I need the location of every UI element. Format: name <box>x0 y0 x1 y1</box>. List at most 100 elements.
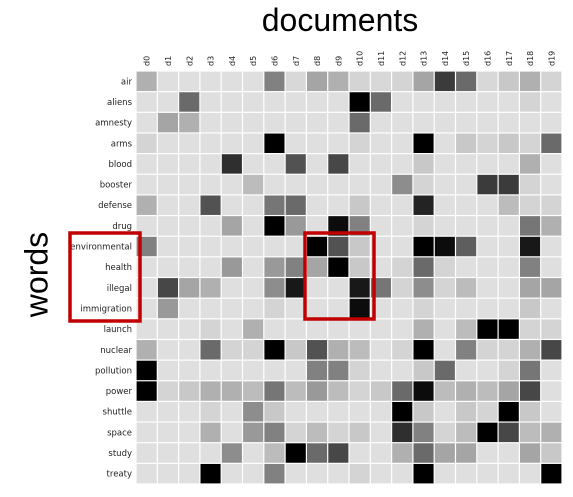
heatmap-cell-treaty-d8 <box>307 463 328 484</box>
heatmap-cell-treaty-d10 <box>349 463 370 484</box>
column-label-d13: d13 <box>420 51 429 66</box>
heatmap-cell-aliens-d3 <box>200 92 221 112</box>
heatmap-cell-amnesty-d16 <box>477 112 498 133</box>
heatmap-cell-immigration-d6 <box>264 298 285 319</box>
column-label-d15: d15 <box>462 51 471 66</box>
heatmap-cell-shuttle-d17 <box>498 402 519 422</box>
heatmap-cell-pollution-d0 <box>136 360 157 381</box>
heatmap-cell-health-d8 <box>307 257 328 277</box>
heatmap-cell-launch-d8 <box>307 319 328 339</box>
heatmap-cell-study-d8 <box>307 443 328 463</box>
heatmap-cell-power-d3 <box>200 381 221 401</box>
heatmap-cell-drug-d15 <box>456 216 477 236</box>
heatmap-cell-blood-d17 <box>498 154 519 174</box>
heatmap-cell-treaty-d15 <box>456 463 477 484</box>
heatmap-cell-immigration-d2 <box>179 298 200 319</box>
heatmap-cell-booster-d4 <box>221 174 242 195</box>
heatmap-cell-treaty-d19 <box>541 463 562 484</box>
heatmap-cell-illegal-d3 <box>200 278 221 298</box>
column-label-d1: d1 <box>164 56 173 66</box>
heatmap-cell-aliens-d6 <box>264 92 285 112</box>
heatmap-cell-space-d7 <box>285 422 306 443</box>
column-label-d5: d5 <box>249 56 258 66</box>
heatmap-cell-booster-d8 <box>307 174 328 195</box>
heatmap-cell-defense-d1 <box>157 195 178 215</box>
heatmap-cell-blood-d6 <box>264 154 285 174</box>
heatmap-cell-blood-d12 <box>392 154 413 174</box>
heatmap-cell-power-d6 <box>264 381 285 401</box>
heatmap-cell-space-d2 <box>179 422 200 443</box>
heatmap-cell-health-d4 <box>221 257 242 277</box>
heatmap-cell-pollution-d4 <box>221 360 242 381</box>
heatmap-cell-nuclear-d7 <box>285 340 306 360</box>
row-label-blood: blood <box>108 160 132 170</box>
heatmap-cell-amnesty-d5 <box>243 112 264 133</box>
row-label-air: air <box>121 77 133 87</box>
heatmap-cell-environmental-d5 <box>243 236 264 257</box>
heatmap-cell-drug-d17 <box>498 216 519 236</box>
heatmap-cell-shuttle-d19 <box>541 402 562 422</box>
row-label-study: study <box>108 449 132 459</box>
heatmap-cell-illegal-d16 <box>477 278 498 298</box>
heatmap-cell-power-d19 <box>541 381 562 401</box>
heatmap-cell-blood-d15 <box>456 154 477 174</box>
heatmap-cell-pollution-d2 <box>179 360 200 381</box>
heatmap-cell-drug-d7 <box>285 216 306 236</box>
heatmap-cell-immigration-d5 <box>243 298 264 319</box>
heatmap-cell-treaty-d6 <box>264 463 285 484</box>
heatmap-cell-space-d14 <box>434 422 455 443</box>
heatmap-cell-nuclear-d16 <box>477 340 498 360</box>
heatmap-cell-shuttle-d0 <box>136 402 157 422</box>
heatmap-cell-air-d18 <box>520 71 541 92</box>
heatmap-cell-launch-d9 <box>328 319 349 339</box>
heatmap-cell-booster-d3 <box>200 174 221 195</box>
heatmap-cell-shuttle-d13 <box>413 402 434 422</box>
heatmap-cell-space-d10 <box>349 422 370 443</box>
heatmap-cell-immigration-d12 <box>392 298 413 319</box>
heatmap-cell-drug-d2 <box>179 216 200 236</box>
heatmap-cell-aliens-d7 <box>285 92 306 112</box>
heatmap-cell-launch-d18 <box>520 319 541 339</box>
heatmap-cell-aliens-d13 <box>413 92 434 112</box>
heatmap-cell-treaty-d1 <box>157 463 178 484</box>
column-label-d6: d6 <box>270 56 279 66</box>
heatmap-cell-immigration-d7 <box>285 298 306 319</box>
heatmap-cell-arms-d2 <box>179 133 200 153</box>
heatmap-cell-blood-d3 <box>200 154 221 174</box>
heatmap-cell-air-d5 <box>243 71 264 92</box>
heatmap-cell-air-d3 <box>200 71 221 92</box>
heatmap-cell-study-d16 <box>477 443 498 463</box>
heatmap-cell-treaty-d12 <box>392 463 413 484</box>
heatmap-cell-amnesty-d13 <box>413 112 434 133</box>
heatmap-cell-drug-d1 <box>157 216 178 236</box>
heatmap-cell-air-d15 <box>456 71 477 92</box>
heatmap-cell-aliens-d15 <box>456 92 477 112</box>
heatmap-cell-power-d18 <box>520 381 541 401</box>
heatmap-cell-blood-d7 <box>285 154 306 174</box>
heatmap-cell-defense-d14 <box>434 195 455 215</box>
heatmap-cell-power-d16 <box>477 381 498 401</box>
column-label-d3: d3 <box>207 56 216 66</box>
heatmap-cell-air-d12 <box>392 71 413 92</box>
heatmap-cell-illegal-d12 <box>392 278 413 298</box>
heatmap-cell-arms-d6 <box>264 133 285 153</box>
heatmap-cell-aliens-d17 <box>498 92 519 112</box>
heatmap-cell-amnesty-d8 <box>307 112 328 133</box>
heatmap-cell-booster-d12 <box>392 174 413 195</box>
heatmap-cell-drug-d19 <box>541 216 562 236</box>
heatmap-cell-aliens-d16 <box>477 92 498 112</box>
heatmap-cell-pollution-d10 <box>349 360 370 381</box>
heatmap-cell-environmental-d8 <box>307 236 328 257</box>
heatmap-cell-study-d4 <box>221 443 242 463</box>
heatmap-cell-drug-d13 <box>413 216 434 236</box>
heatmap-cell-booster-d13 <box>413 174 434 195</box>
heatmap-cell-study-d7 <box>285 443 306 463</box>
heatmap-cell-environmental-d1 <box>157 236 178 257</box>
heatmap-cell-study-d15 <box>456 443 477 463</box>
heatmap-cell-nuclear-d17 <box>498 340 519 360</box>
heatmap-cell-environmental-d6 <box>264 236 285 257</box>
heatmap-cell-blood-d8 <box>307 154 328 174</box>
heatmap-cell-nuclear-d13 <box>413 340 434 360</box>
heatmap-cell-space-d16 <box>477 422 498 443</box>
heatmap-cell-health-d17 <box>498 257 519 277</box>
